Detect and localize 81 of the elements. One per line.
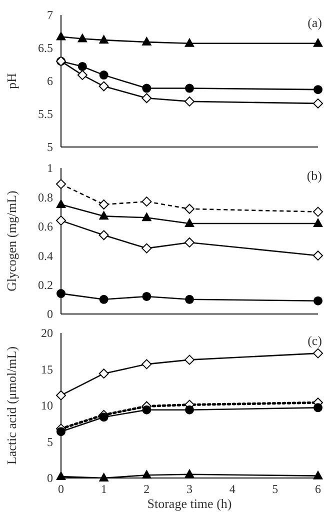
x-tick-label: 4	[229, 482, 236, 496]
point	[56, 427, 66, 436]
point	[98, 34, 109, 44]
point	[56, 471, 66, 480]
y-tick-label: 15	[41, 362, 53, 376]
point	[184, 218, 194, 227]
annotation: (c)	[308, 333, 322, 348]
y-tick-label: 6	[47, 74, 53, 88]
y-tick-label: 10	[41, 398, 53, 413]
y-axis-title: Glycogen (mg/mL)	[4, 190, 19, 292]
point	[313, 218, 323, 227]
y-axis-title: Lactic acid (μmol/mL)	[4, 346, 19, 465]
y-tick-label: 0.8	[38, 190, 53, 204]
y-tick-label: 0.6	[38, 220, 53, 234]
point	[77, 33, 88, 42]
point	[184, 354, 194, 365]
point	[56, 199, 66, 208]
y-tick-label: 0.4	[38, 248, 53, 263]
y-tick-label: 7	[47, 8, 53, 22]
point	[313, 348, 323, 358]
point	[184, 38, 194, 47]
x-tick-label: 0	[58, 482, 64, 496]
point	[184, 96, 194, 106]
point	[184, 468, 194, 478]
point	[56, 31, 66, 40]
point	[142, 359, 152, 370]
y-tick-label: 1	[47, 161, 53, 176]
point	[142, 405, 152, 414]
x-tick-label: 2	[144, 482, 150, 496]
point	[314, 296, 322, 306]
point	[142, 196, 152, 207]
point	[313, 470, 323, 480]
y-tick-label: 5	[47, 140, 53, 154]
point	[142, 93, 152, 104]
point	[98, 230, 109, 240]
point	[313, 98, 323, 108]
point	[184, 204, 194, 214]
point	[56, 216, 66, 226]
point	[142, 243, 152, 254]
x-tick-label: 3	[186, 482, 192, 496]
point	[313, 38, 323, 47]
point	[142, 212, 152, 222]
point	[185, 294, 194, 304]
point	[98, 368, 109, 379]
point	[314, 403, 322, 412]
y-tick-label: 0	[47, 471, 53, 486]
point	[185, 84, 194, 93]
point	[142, 36, 152, 46]
x-tick-label: 1	[100, 482, 107, 496]
point	[142, 84, 152, 93]
y-tick-label: 5.5	[38, 107, 53, 122]
point	[98, 472, 109, 482]
point	[98, 200, 109, 210]
y-tick-label: 0.2	[38, 278, 53, 292]
y-tick-label: 6.5	[38, 41, 53, 56]
x-tick-label: 5	[272, 482, 278, 496]
annotation: (b)	[306, 168, 322, 183]
annotation: (a)	[308, 15, 322, 30]
point	[142, 470, 152, 479]
x-tick-label: 6	[315, 482, 321, 496]
point	[99, 412, 108, 422]
x-axis-title: Storage time (h)	[147, 496, 232, 511]
y-tick-label: 5	[47, 434, 53, 449]
point	[98, 81, 109, 92]
point	[56, 179, 66, 190]
point	[56, 390, 66, 400]
point	[185, 405, 194, 414]
point	[313, 206, 323, 217]
point	[314, 85, 322, 94]
point	[77, 70, 88, 80]
y-axis-title: pH	[4, 73, 19, 89]
point	[142, 292, 152, 301]
point	[313, 250, 323, 261]
point	[98, 210, 109, 220]
y-tick-label: 20	[41, 326, 53, 340]
point	[99, 70, 108, 80]
point	[99, 294, 108, 304]
point	[56, 289, 66, 298]
point	[184, 237, 194, 248]
point	[78, 62, 87, 71]
y-tick-label: 0	[47, 307, 53, 322]
